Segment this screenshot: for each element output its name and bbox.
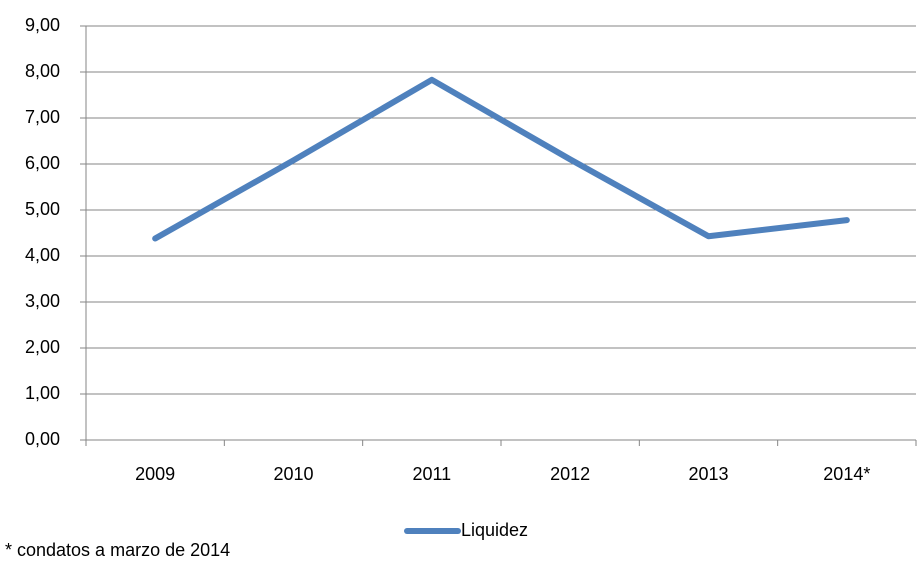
footnote: * condatos a marzo de 2014 <box>5 540 230 560</box>
data-line <box>152 76 850 242</box>
x-tick-label: 2009 <box>135 464 175 484</box>
x-tick-label: 2014* <box>823 464 870 484</box>
y-tick-label: 1,00 <box>25 383 60 403</box>
y-tick-label: 5,00 <box>25 199 60 219</box>
x-tick-label: 2013 <box>688 464 728 484</box>
x-tick-label: 2010 <box>273 464 313 484</box>
y-tick-label: 0,00 <box>25 429 60 449</box>
y-tick-label: 9,00 <box>25 15 60 35</box>
x-tick-label: 2011 <box>412 464 451 484</box>
y-tick-label: 6,00 <box>25 153 60 173</box>
y-tick-label: 2,00 <box>25 337 60 357</box>
y-tick-label: 3,00 <box>25 291 60 311</box>
y-tick-label: 4,00 <box>25 245 60 265</box>
legend-label: Liquidez <box>461 520 528 540</box>
y-tick-label: 7,00 <box>25 107 60 127</box>
y-tick-label: 8,00 <box>25 61 60 81</box>
x-tick-label: 2012 <box>550 464 590 484</box>
